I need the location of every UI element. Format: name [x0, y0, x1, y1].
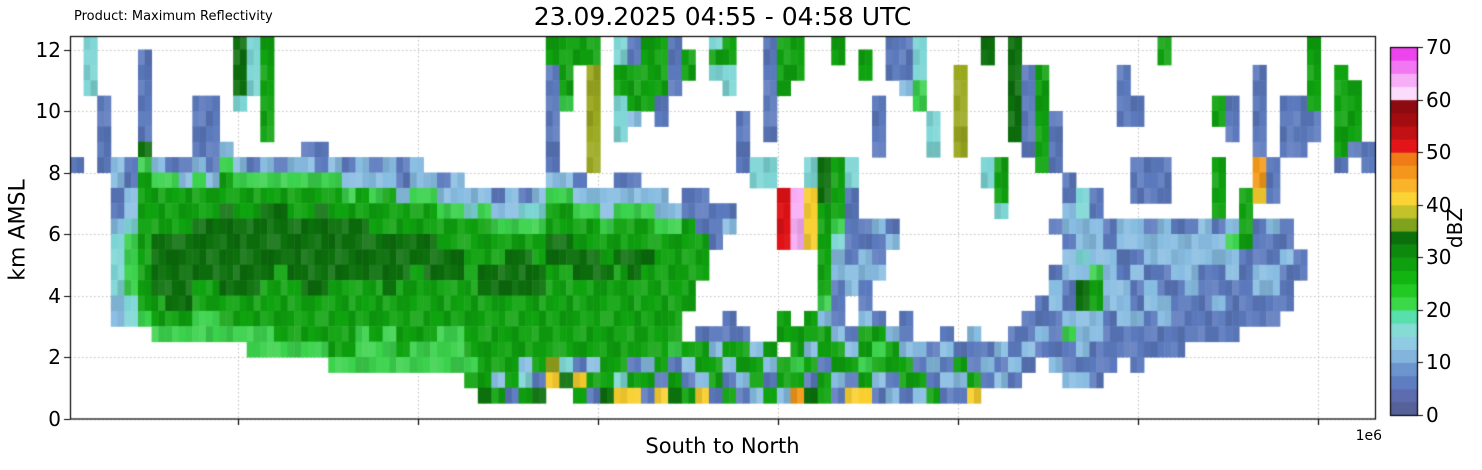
x-axis-label: South to North	[645, 434, 800, 458]
y-tick-label: 0	[48, 406, 61, 431]
page-title: 23.09.2025 04:55 - 04:58 UTC	[533, 2, 912, 31]
colorbar-tick-label: 0	[1426, 403, 1439, 427]
colorbar-tick-label: 40	[1426, 192, 1452, 217]
colorbar-tick-label: 70	[1426, 35, 1452, 59]
y-tick-label: 8	[48, 160, 61, 185]
colorbar-tick-label: 60	[1426, 87, 1452, 112]
y-tick-label: 12	[35, 37, 61, 62]
product-label: Product: Maximum Reflectivity	[74, 9, 273, 24]
colorbar-tick-label: 20	[1426, 297, 1452, 322]
y-tick-label: 2	[48, 345, 61, 369]
y-tick-label: 6	[48, 222, 61, 246]
colorbar-tick-label: 30	[1426, 245, 1452, 270]
x-axis-offset-label: 1e6	[1355, 428, 1382, 444]
colorbar-tick-label: 50	[1426, 140, 1452, 165]
colorbar-tick-label: 10	[1426, 350, 1452, 375]
y-tick-label: 10	[35, 99, 61, 123]
y-tick-label: 4	[48, 283, 61, 308]
